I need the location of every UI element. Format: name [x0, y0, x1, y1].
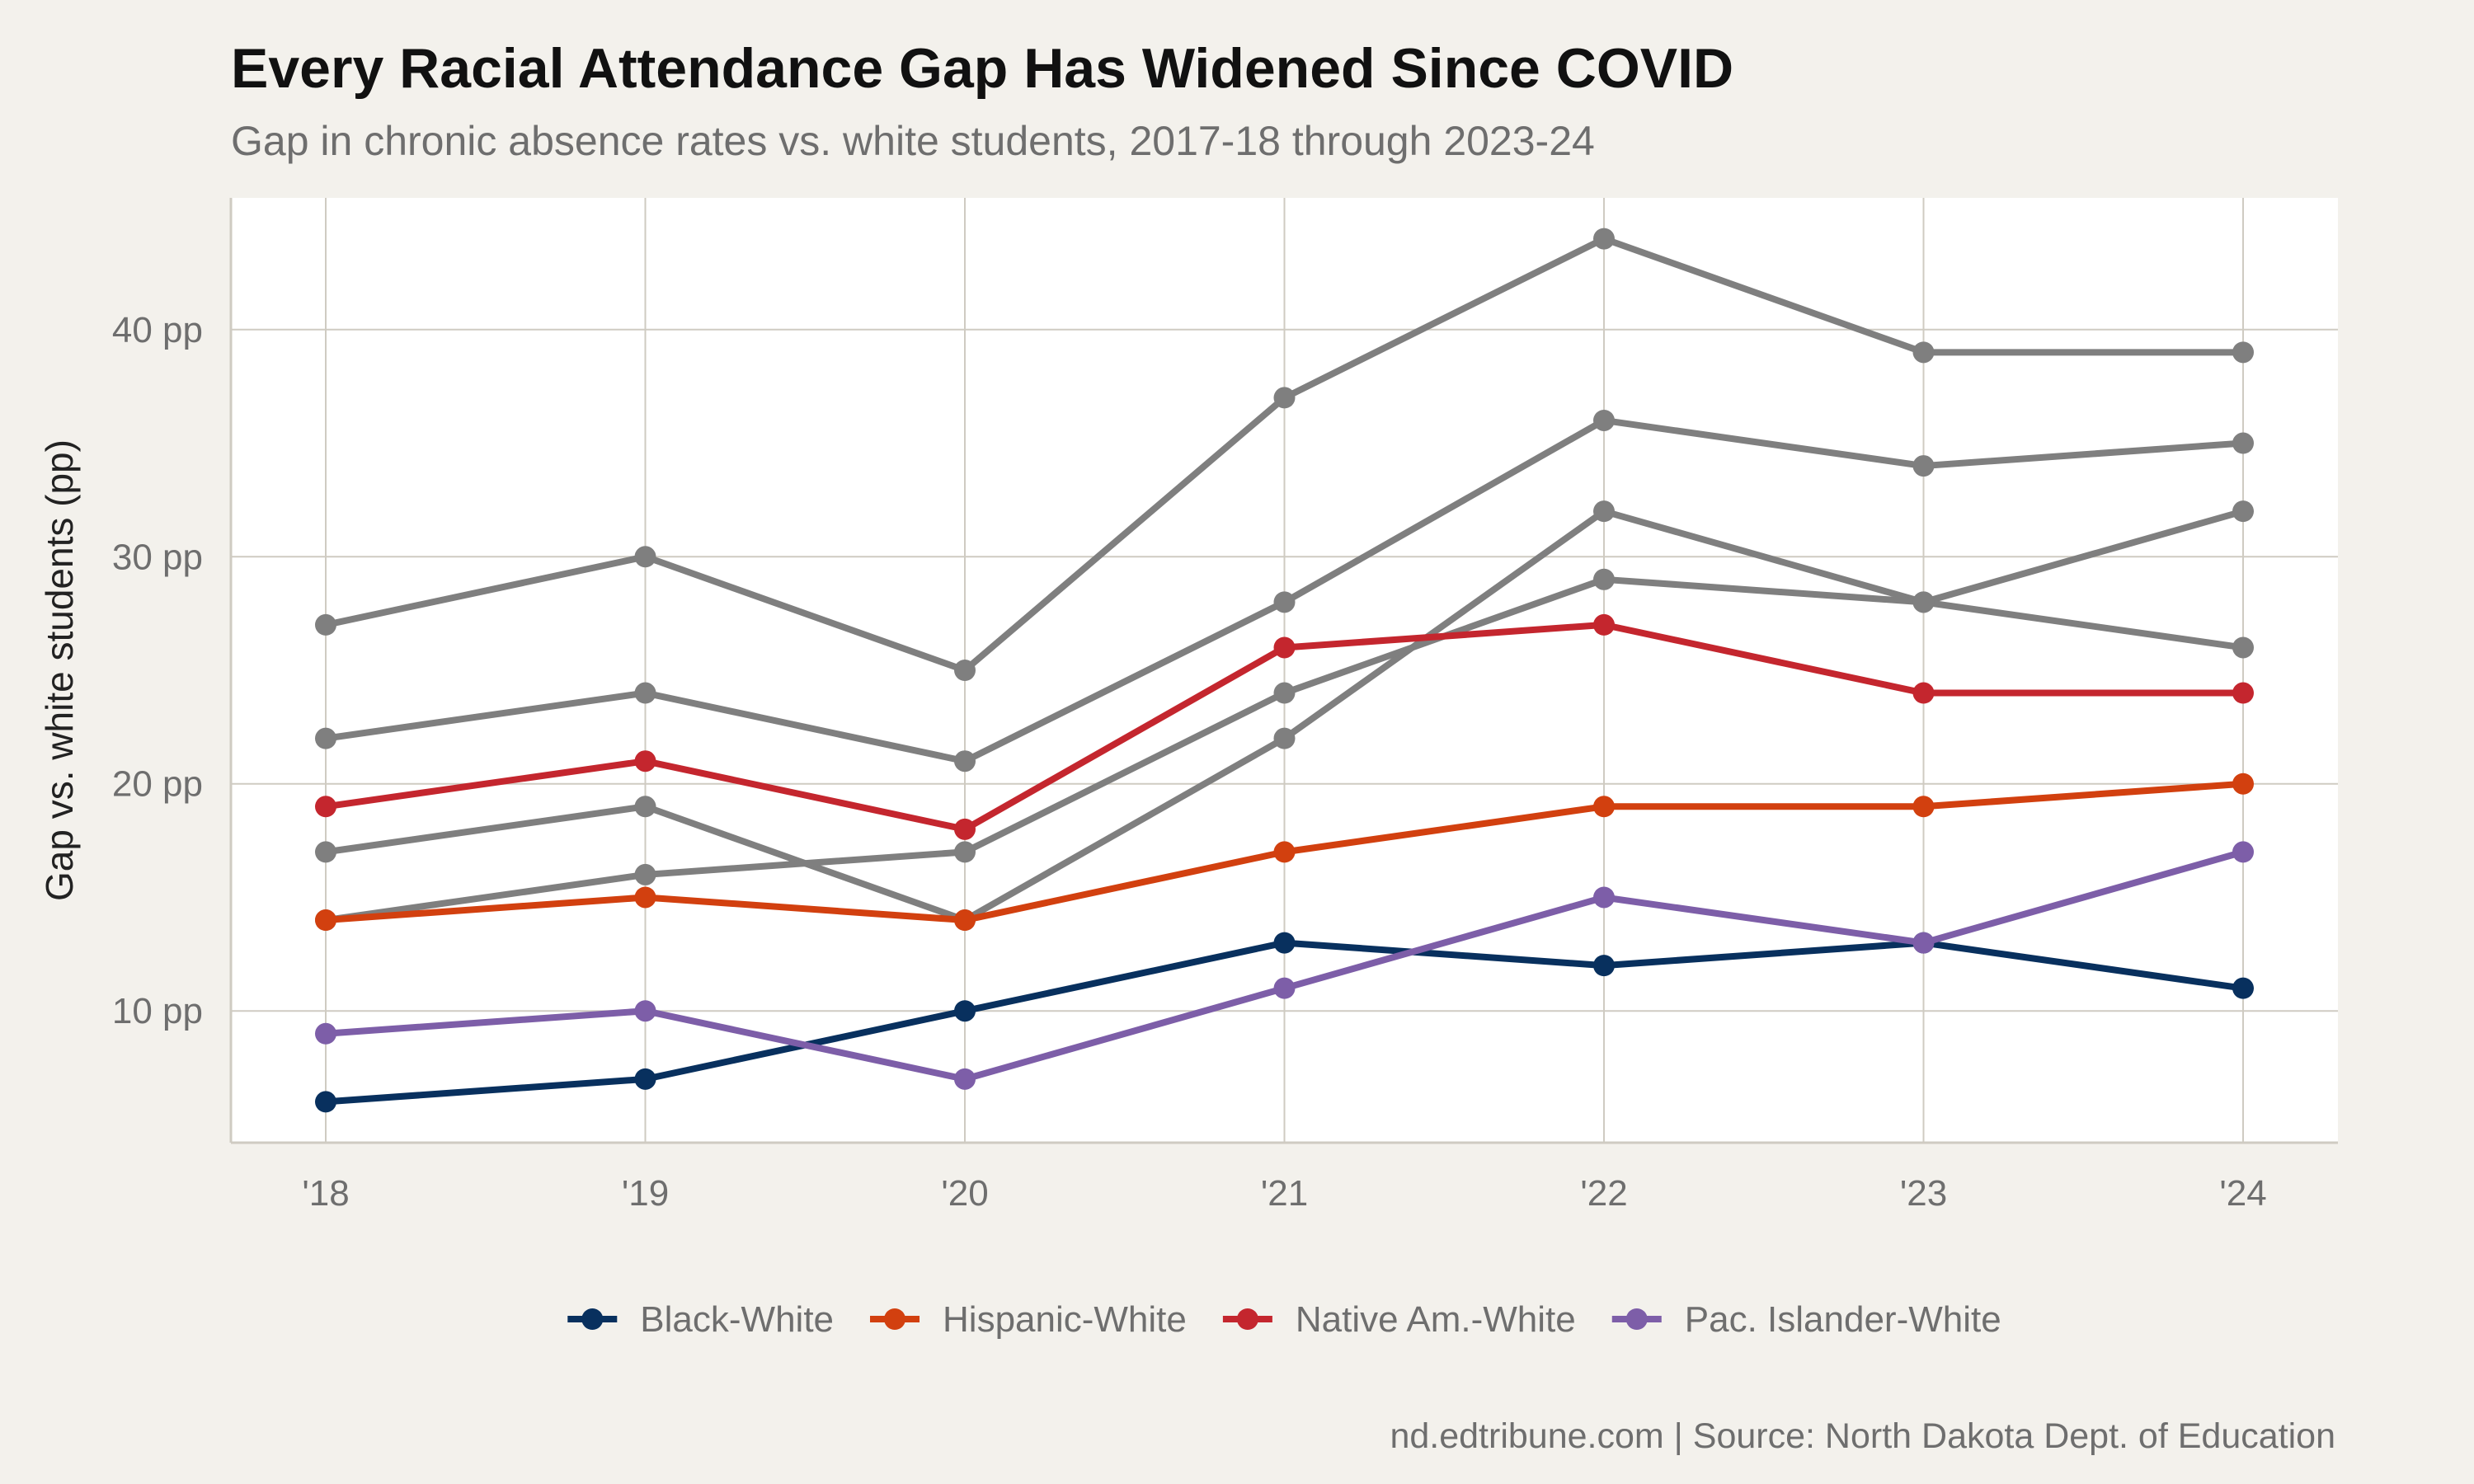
- data-point-hispanic-white: [1593, 796, 1615, 818]
- source-caption: nd.edtribune.com | Source: North Dakota …: [1390, 1416, 2335, 1456]
- data-point-gray-3: [1912, 591, 1935, 613]
- data-point-pac-islander-white: [1593, 886, 1615, 909]
- chart-title: Every Racial Attendance Gap Has Widened …: [231, 37, 1734, 100]
- data-point-gray-1: [315, 727, 336, 749]
- data-point-gray-0: [315, 613, 336, 636]
- legend: Black-White Hispanic-White Native Am.-Whit…: [567, 1299, 2001, 1340]
- data-point-gray-1: [1273, 591, 1296, 613]
- series-hispanic-white: [315, 773, 2254, 932]
- data-point-native-am-white: [1273, 636, 1296, 659]
- data-point-gray-0: [634, 546, 656, 568]
- legend-label: Native Am.-White: [1296, 1299, 1576, 1340]
- data-point-hispanic-white: [2232, 773, 2254, 795]
- x-tick-label: '22: [1580, 1173, 1627, 1214]
- data-point-black-white: [315, 1091, 336, 1113]
- y-tick-label: 30 pp: [112, 537, 203, 577]
- data-point-gray-3: [1593, 568, 1615, 590]
- data-point-gray-1: [1593, 409, 1615, 431]
- legend-item: Black-White: [567, 1299, 834, 1340]
- data-point-gray-3: [1273, 682, 1296, 704]
- data-point-native-am-white: [2232, 682, 2254, 704]
- legend-label: Hispanic-White: [943, 1299, 1187, 1340]
- data-point-hispanic-white: [954, 909, 976, 932]
- data-point-gray-3: [2232, 636, 2254, 659]
- data-point-black-white: [634, 1068, 656, 1090]
- data-point-native-am-white: [634, 750, 656, 773]
- x-tick-label: '19: [622, 1173, 669, 1214]
- x-tick-label: '24: [2219, 1173, 2266, 1214]
- data-point-native-am-white: [315, 796, 336, 818]
- data-point-pac-islander-white: [315, 1022, 336, 1045]
- data-point-gray-0: [1912, 341, 1935, 364]
- data-point-gray-3: [954, 841, 976, 863]
- data-point-pac-islander-white: [1273, 977, 1296, 999]
- data-point-gray-2: [634, 796, 656, 818]
- grid-lines: [231, 198, 2338, 1143]
- chart-subtitle: Gap in chronic absence rates vs. white s…: [231, 118, 1595, 164]
- x-tick-label: '20: [941, 1173, 988, 1214]
- data-point-black-white: [1593, 955, 1615, 977]
- series-gray-1: [315, 409, 2254, 773]
- y-tick-label: 10 pp: [112, 991, 203, 1031]
- data-point-gray-2: [1593, 500, 1615, 523]
- data-point-black-white: [954, 1000, 976, 1022]
- data-point-gray-0: [1593, 228, 1615, 250]
- y-tick-label: 40 pp: [112, 310, 203, 350]
- x-tick-label: '18: [302, 1173, 349, 1214]
- series-gray-0: [315, 228, 2254, 681]
- data-point-gray-3: [634, 863, 656, 885]
- data-point-gray-1: [634, 682, 656, 704]
- data-point-black-white: [1273, 932, 1296, 954]
- legend-label: Pac. Islander-White: [1685, 1299, 2001, 1340]
- data-point-gray-0: [1273, 387, 1296, 409]
- data-point-pac-islander-white: [634, 1000, 656, 1022]
- data-point-gray-1: [1912, 455, 1935, 477]
- legend-key-point: [1236, 1308, 1258, 1330]
- x-tick-label: '21: [1261, 1173, 1308, 1214]
- data-point-gray-2: [1273, 727, 1296, 749]
- data-point-native-am-white: [1593, 613, 1615, 636]
- data-point-pac-islander-white: [2232, 841, 2254, 863]
- legend-item: Hispanic-White: [870, 1299, 1187, 1340]
- legend-key-point: [884, 1308, 906, 1330]
- x-tick-label: '23: [1900, 1173, 1947, 1214]
- data-point-native-am-white: [954, 818, 976, 840]
- y-tick-label: 20 pp: [112, 764, 203, 805]
- x-tick-labels: '18 '19 '20 '21 '22 '23 '24: [302, 1173, 2266, 1214]
- legend-key-point: [1625, 1308, 1648, 1330]
- series-pac-islander-white: [315, 841, 2254, 1090]
- data-point-gray-0: [2232, 341, 2254, 364]
- data-point-gray-0: [954, 660, 976, 681]
- data-point-pac-islander-white: [954, 1068, 976, 1090]
- legend-item: Pac. Islander-White: [1611, 1299, 2001, 1340]
- y-axis-label: Gap vs. white students (pp): [38, 439, 81, 901]
- data-point-pac-islander-white: [1912, 932, 1935, 954]
- data-point-hispanic-white: [634, 886, 656, 909]
- legend-label: Black-White: [640, 1299, 834, 1340]
- data-point-gray-2: [315, 841, 336, 863]
- data-point-native-am-white: [1912, 682, 1935, 704]
- legend-item: Native Am.-White: [1222, 1299, 1576, 1340]
- data-point-black-white: [2232, 977, 2254, 999]
- y-tick-labels: 10 pp 20 pp 30 pp 40 pp: [112, 310, 203, 1031]
- data-point-gray-1: [2232, 432, 2254, 454]
- data-point-hispanic-white: [1273, 841, 1296, 863]
- data-point-hispanic-white: [315, 909, 336, 932]
- legend-key-point: [581, 1308, 604, 1330]
- data-point-gray-2: [2232, 500, 2254, 523]
- series-native-am-white: [315, 613, 2254, 840]
- data-point-gray-1: [954, 750, 976, 773]
- series-lines: [315, 228, 2254, 1113]
- data-point-hispanic-white: [1912, 796, 1935, 818]
